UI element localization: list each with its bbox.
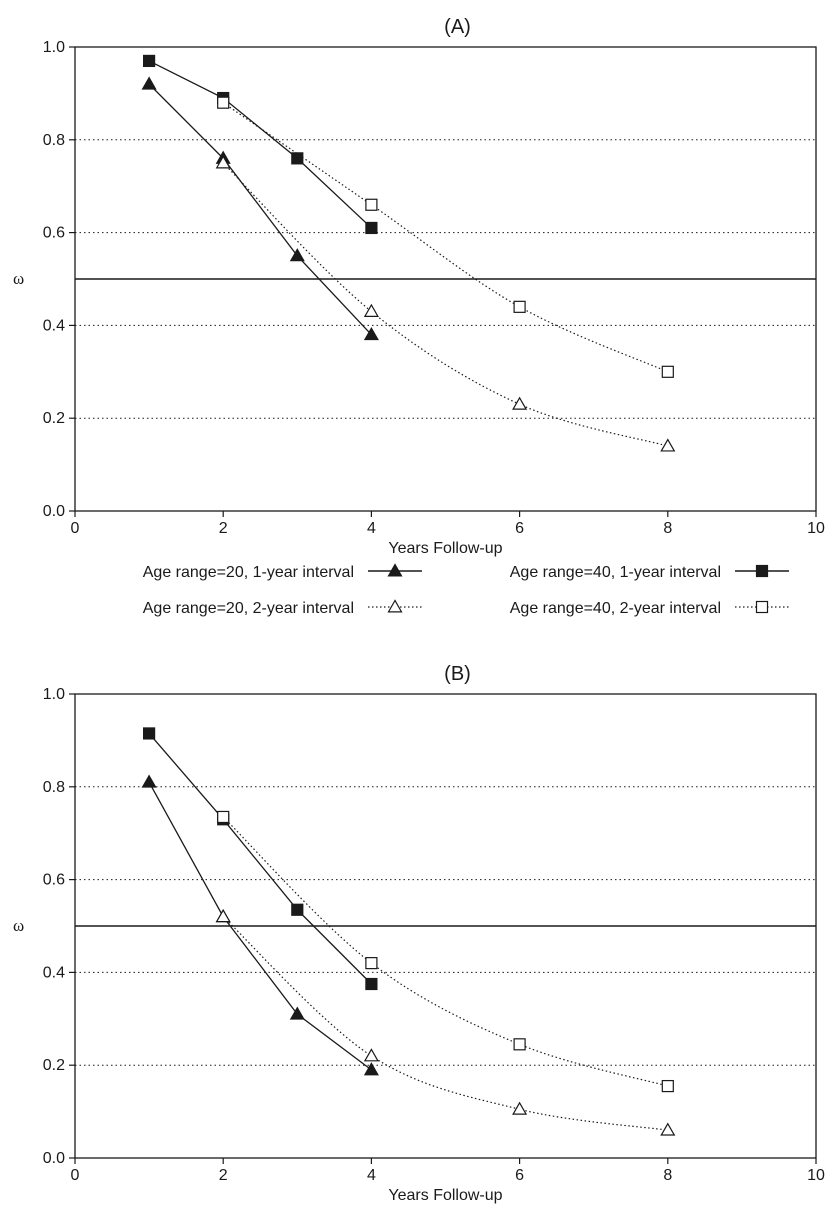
data-point-age-range-40-2-year-interval [661,1079,674,1093]
x-tick-label: 0 [71,520,80,537]
legend-label: Age range=40, 1-year interval [510,564,721,581]
series-age-range-40-2-year-interval [217,810,674,1093]
y-tick-label: 1.0 [43,686,65,703]
legend-marker-age-range-40-1-year-interval [755,564,769,578]
series-line-age-range-20-1-year-interval [148,83,372,336]
data-point-age-range-40-2-year-interval [513,300,526,313]
series-line-age-range-40-2-year-interval [222,816,668,1087]
plot-frame [74,46,817,512]
data-point-age-range-20-2-year-interval [363,303,379,317]
legend-label: Age range=40, 2-year interval [510,600,721,617]
legend-label: Age range=20, 2-year interval [143,600,354,617]
data-point-age-range-40-1-year-interval [291,152,304,165]
x-tick-label: 2 [219,520,228,537]
data-point-age-range-20-2-year-interval [660,1122,676,1136]
x-tick-label: 2 [219,1167,228,1184]
y-tick-label: 0.2 [43,1057,65,1074]
data-point-age-range-40-2-year-interval [365,957,378,970]
data-point-age-range-20-1-year-interval [141,774,157,788]
data-point-age-range-20-2-year-interval [215,909,231,923]
series-age-range-40-2-year-interval [217,96,674,378]
x-tick-label: 10 [807,520,825,537]
panel-a: (A) 0.0 0.2 0.4 0.6 0.8 1.0 0 2 4 6 8 10 Years Follow… [13,16,825,557]
x-axis-label: Years Follow-up [388,540,502,557]
data-point-age-range-40-2-year-interval [513,1038,526,1051]
series-age-range-20-2-year-interval [215,909,676,1136]
series-age-range-40-1-year-interval [143,727,378,991]
data-point-age-range-40-2-year-interval [365,198,378,211]
panel-b: (B) 0.0 0.2 0.4 0.6 0.8 1.0 0 2 4 6 8 10 Years Follow… [13,663,825,1204]
data-point-age-range-20-1-year-interval [363,1062,379,1076]
y-tick-label: 0.2 [43,410,65,427]
y-tick-label: 0.8 [43,132,65,149]
y-tick-label: 0.6 [43,225,65,242]
data-point-age-range-20-1-year-interval [363,326,379,341]
x-tick-label: 10 [807,1167,825,1184]
legend: Age range=20, 1-year interval Age range=4… [143,563,789,617]
y-axis-label: ω [13,269,24,288]
data-point-age-range-20-2-year-interval [363,1048,379,1062]
data-point-age-range-40-1-year-interval [143,54,156,68]
data-point-age-range-40-1-year-interval [365,221,378,235]
x-tick-label: 8 [663,520,672,537]
legend-marker-age-range-40-2-year-interval [755,600,769,614]
data-point-age-range-40-1-year-interval [291,903,304,916]
y-tick-label: 0.6 [43,872,65,889]
plot-frame [74,693,817,1159]
data-point-age-range-20-1-year-interval [289,248,305,262]
series-line-age-range-20-2-year-interval [222,162,668,447]
x-tick-label: 4 [367,1167,376,1184]
series-line-age-range-20-1-year-interval [148,781,372,1071]
y-tick-label: 0.4 [43,317,65,334]
series-line-age-range-20-2-year-interval [222,916,668,1131]
y-tick-label: 0.0 [43,503,65,520]
x-axis-label: Years Follow-up [388,1187,502,1204]
series-age-range-20-1-year-interval [141,774,379,1076]
legend-marker-age-range-20-1-year-interval [387,563,403,577]
y-tick-label: 1.0 [43,39,65,56]
x-tick-label: 6 [515,1167,524,1184]
data-point-age-range-20-1-year-interval [141,76,157,90]
chart-title: (B) [444,663,471,685]
series-line-age-range-40-2-year-interval [222,102,669,373]
data-point-age-range-40-1-year-interval [365,977,378,991]
data-point-age-range-40-1-year-interval [143,727,156,740]
y-tick-label: 0.8 [43,779,65,796]
y-tick-label: 0.4 [43,964,65,981]
x-tick-label: 8 [663,1167,672,1184]
y-axis-label: ω [13,916,24,935]
series-age-range-20-1-year-interval [141,76,379,341]
series-age-range-20-2-year-interval [215,155,676,452]
y-tick-label: 0.0 [43,1150,65,1167]
series-line-age-range-40-1-year-interval [148,733,372,985]
x-tick-label: 4 [367,520,376,537]
legend-marker-age-range-20-2-year-interval [387,599,403,613]
data-point-age-range-20-2-year-interval [512,1101,528,1115]
data-point-age-range-20-2-year-interval [215,155,231,169]
series-line-age-range-40-1-year-interval [148,60,372,229]
x-tick-label: 6 [515,520,524,537]
data-point-age-range-40-2-year-interval [217,810,230,824]
data-point-age-range-20-2-year-interval [660,438,676,452]
chart-title: (A) [444,16,471,38]
legend-label: Age range=20, 1-year interval [143,564,354,581]
data-point-age-range-20-1-year-interval [289,1006,305,1020]
x-tick-label: 0 [71,1167,80,1184]
data-point-age-range-20-2-year-interval [512,396,528,410]
data-point-age-range-40-2-year-interval [217,96,230,109]
data-point-age-range-40-2-year-interval [661,365,674,378]
